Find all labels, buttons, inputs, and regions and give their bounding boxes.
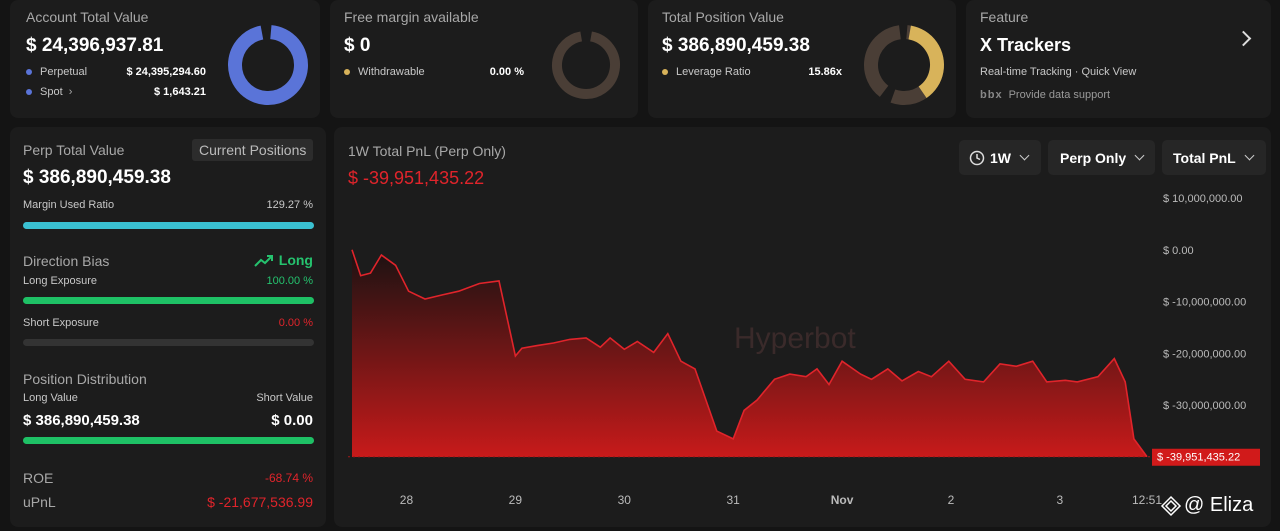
margin-used-ratio-fill xyxy=(23,222,314,229)
leverage-row: Leverage Ratio 15.86x xyxy=(662,66,842,78)
chevron-right-icon: › xyxy=(68,86,73,98)
watermark-text: Hyperbot xyxy=(734,322,856,355)
leverage-label: Leverage Ratio xyxy=(676,66,751,78)
period-dropdown[interactable]: 1W xyxy=(959,140,1041,175)
perp-total-value: $ 386,890,459.38 xyxy=(23,167,171,188)
direction-bias-value: Long xyxy=(254,252,313,268)
period-value: 1W xyxy=(990,149,1011,166)
total-position-label: Total Position Value xyxy=(662,9,784,25)
data-support-label: Provide data support xyxy=(1008,89,1111,101)
x-tick-label: 12:51 xyxy=(1132,493,1162,507)
account-total-value: $ 24,396,937.81 xyxy=(26,35,164,56)
last-value-badge-text: $ -39,951,435.22 xyxy=(1157,452,1240,464)
short-value-label: Short Value xyxy=(256,392,313,404)
pnl-chart-value: $ -39,951,435.22 xyxy=(348,168,485,188)
x-tick-label: 30 xyxy=(618,493,632,507)
feature-subtitle: Real-time Tracking · Quick View xyxy=(980,66,1137,78)
free-margin-value: $ 0 xyxy=(344,35,371,56)
leverage-dot xyxy=(662,69,668,76)
leverage-value: 15.86x xyxy=(808,66,842,78)
leverage-donut-chart xyxy=(864,25,944,105)
margin-used-ratio-label: Margin Used Ratio xyxy=(23,199,115,211)
scope-value: Perp Only xyxy=(1060,149,1127,166)
chevron-down-icon xyxy=(1134,150,1145,161)
direction-bias-text: Long xyxy=(278,252,313,268)
feature-title[interactable]: X Trackers xyxy=(980,35,1072,55)
margin-donut-chart xyxy=(552,31,620,99)
long-value-label: Long Value xyxy=(23,392,78,404)
direction-bias-label: Direction Bias xyxy=(23,253,110,269)
withdrawable-row: Withdrawable 0.00 % xyxy=(344,66,524,78)
short-value: $ 0.00 xyxy=(271,412,313,429)
x-tick-label: Nov xyxy=(831,493,854,507)
account-total-label: Account Total Value xyxy=(26,9,149,25)
spot-dot xyxy=(26,89,32,96)
upnl-label: uPnL xyxy=(23,494,56,510)
margin-used-ratio-value: 129.27 % xyxy=(266,199,313,211)
y-tick-label: $ -20,000,000.00 xyxy=(1163,348,1246,360)
chevron-right-icon[interactable] xyxy=(1235,30,1252,47)
long-exposure-fill xyxy=(23,297,314,304)
chevron-down-icon xyxy=(1244,150,1255,161)
y-tick-label: $ 0.00 xyxy=(1163,245,1194,257)
withdrawable-value: 0.00 % xyxy=(489,66,524,78)
position-distribution-fill xyxy=(23,437,314,444)
x-tick-label: 31 xyxy=(726,493,740,507)
pnl-area-chart: Hyperbot $ 10,000,000.00 $ 0.00 $ -10,000,… xyxy=(348,193,1260,507)
perpetual-label: Perpetual xyxy=(40,66,88,78)
perp-summary-panel: Perp Total Value Current Positions $ 386… xyxy=(10,127,326,527)
account-donut-chart xyxy=(228,25,308,105)
perpetual-dot xyxy=(26,69,32,76)
hyperbot-watermark: Hyperbot xyxy=(734,322,856,355)
pnl-chart-title: 1W Total PnL (Perp Only) xyxy=(348,143,506,159)
spot-row[interactable]: Spot › $ 1,643.21 xyxy=(26,86,206,98)
current-positions-tab[interactable]: Current Positions xyxy=(192,139,314,161)
chevron-down-icon xyxy=(1019,150,1030,161)
last-value-badge xyxy=(1152,448,1260,466)
bbx-logo-icon: bbx xyxy=(980,89,1003,101)
perpetual-row: Perpetual $ 24,395,294.60 xyxy=(26,66,206,78)
long-exposure-value: 100.00 % xyxy=(266,275,313,287)
long-exposure-label: Long Exposure xyxy=(23,275,97,287)
x-tick-label: 3 xyxy=(1057,493,1064,507)
trending-up-icon xyxy=(254,255,273,268)
short-exposure-bar xyxy=(23,339,314,346)
pnl-area-fill xyxy=(352,249,1147,457)
position-distribution-label: Position Distribution xyxy=(23,371,147,387)
roe-label: ROE xyxy=(23,470,54,486)
scope-dropdown[interactable]: Perp Only xyxy=(1048,140,1155,175)
short-exposure-label: Short Exposure xyxy=(23,317,99,329)
withdrawable-label: Withdrawable xyxy=(358,66,425,78)
perp-total-label: Perp Total Value xyxy=(23,142,125,158)
x-tick-label: 29 xyxy=(509,493,523,507)
free-margin-label: Free margin available xyxy=(344,9,479,25)
y-tick-label: $ -30,000,000.00 xyxy=(1163,400,1246,412)
perpetual-value: $ 24,395,294.60 xyxy=(126,66,206,78)
x-tick-label: 28 xyxy=(400,493,414,507)
data-support-row: bbx Provide data support xyxy=(980,89,1110,101)
spot-label[interactable]: Spot xyxy=(40,86,63,98)
eliza-watermark: @ Eliza xyxy=(1160,494,1253,517)
diamond-logo-icon xyxy=(1160,495,1182,516)
spot-value: $ 1,643.21 xyxy=(154,86,206,98)
account-total-card: Account Total Value $ 24,396,937.81 Perp… xyxy=(10,0,320,118)
metric-value: Total PnL xyxy=(1173,149,1236,166)
roe-value: -68.74 % xyxy=(264,471,313,485)
clock-icon xyxy=(969,150,985,165)
long-value: $ 386,890,459.38 xyxy=(23,412,140,429)
upnl-value: $ -21,677,536.99 xyxy=(207,494,313,510)
withdrawable-dot xyxy=(344,69,350,76)
y-tick-label: $ 10,000,000.00 xyxy=(1163,193,1243,205)
pnl-line xyxy=(351,249,1148,458)
free-margin-card: Free margin available $ 0 Withdrawable 0… xyxy=(330,0,638,118)
feature-label: Feature xyxy=(980,9,1029,25)
x-tick-label: 2 xyxy=(948,493,955,507)
total-position-value: $ 386,890,459.38 xyxy=(662,35,810,56)
y-tick-label: $ -10,000,000.00 xyxy=(1163,297,1246,309)
feature-card[interactable]: Feature X Trackers Real-time Tracking · … xyxy=(966,0,1271,118)
short-exposure-value: 0.00 % xyxy=(278,317,313,329)
total-position-card: Total Position Value $ 386,890,459.38 Le… xyxy=(648,0,956,118)
metric-dropdown[interactable]: Total PnL xyxy=(1162,140,1266,175)
